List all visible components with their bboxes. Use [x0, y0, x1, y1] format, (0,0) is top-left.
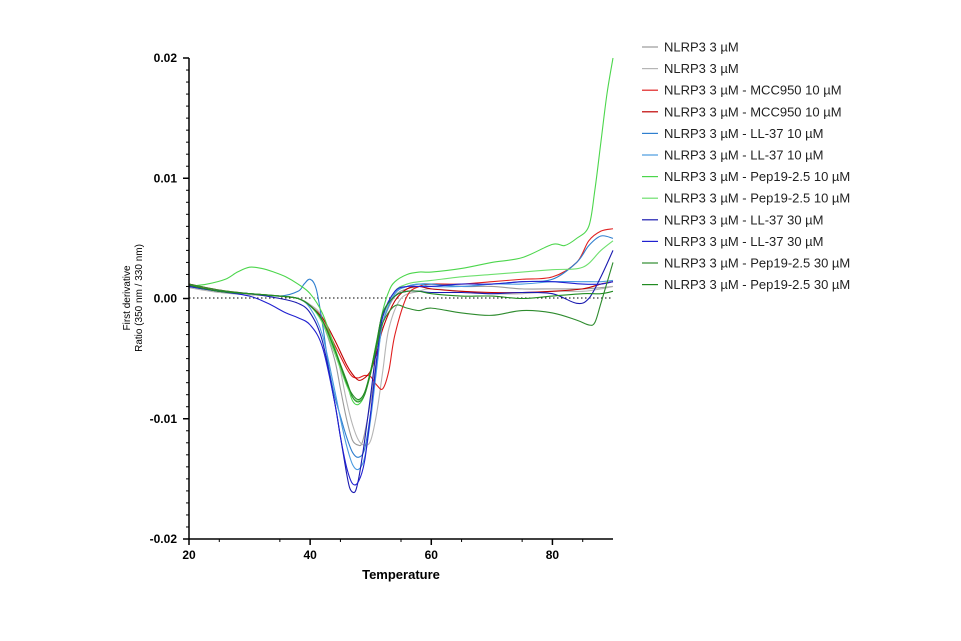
legend-item: NLRP3 3 µM - MCC950 10 µM: [642, 104, 842, 119]
series-line-11: [188, 262, 614, 403]
series-line-6: [188, 279, 614, 471]
series-line-3: [188, 228, 614, 390]
legend-label: NLRP3 3 µM - MCC950 10 µM: [664, 83, 842, 98]
y-axis-title-line1: First derivative: [122, 265, 133, 330]
legend-label: NLRP3 3 µM - LL-37 30 µM: [664, 212, 824, 227]
series-line-7: [188, 57, 614, 406]
legend-item: NLRP3 3 µM: [642, 40, 739, 55]
y-axis-title: First derivative Ratio (350 nm / 330 nm): [122, 244, 145, 352]
legend-label: NLRP3 3 µM - LL-37 30 µM: [664, 234, 824, 249]
series-line-5: [188, 235, 614, 458]
legend-item: NLRP3 3 µM - MCC950 10 µM: [642, 83, 842, 98]
series-line-2: [188, 285, 614, 446]
legend-label: NLRP3 3 µM - Pep19-2.5 10 µM: [664, 191, 850, 206]
series-line-10: [188, 280, 614, 486]
x-axis-title: Temperature: [362, 567, 440, 582]
x-tick-label: 20: [182, 548, 196, 562]
plot-area: 0.02 0.01 0.00 -0.01 -0.02 20 40 60 80: [150, 51, 614, 562]
legend-item: NLRP3 3 µM - LL-37 10 µM: [642, 126, 824, 141]
legend-item: NLRP3 3 µM: [642, 61, 739, 76]
legend-label: NLRP3 3 µM - MCC950 10 µM: [664, 104, 842, 119]
y-tick-label: 0.02: [154, 51, 178, 65]
x-tick-label: 60: [425, 548, 439, 562]
legend: NLRP3 3 µM NLRP3 3 µM NLRP3 3 µM - MCC950 …: [642, 40, 850, 292]
legend-label: NLRP3 3 µM - LL-37 10 µM: [664, 148, 824, 163]
y-tick-label: 0.01: [154, 171, 178, 185]
legend-label: NLRP3 3 µM - LL-37 10 µM: [664, 126, 824, 141]
legend-label: NLRP3 3 µM: [664, 40, 739, 55]
x-tick-label: 80: [546, 548, 560, 562]
series-layer: [188, 57, 614, 494]
legend-item: NLRP3 3 µM - LL-37 10 µM: [642, 148, 824, 163]
legend-label: NLRP3 3 µM - Pep19-2.5 10 µM: [664, 169, 850, 184]
legend-item: NLRP3 3 µM - Pep19-2.5 10 µM: [642, 191, 850, 206]
legend-label: NLRP3 3 µM - Pep19-2.5 30 µM: [664, 256, 850, 271]
ticks-layer: 0.02 0.01 0.00 -0.01 -0.02 20 40 60 80: [150, 51, 584, 562]
legend-item: NLRP3 3 µM - Pep19-2.5 30 µM: [642, 277, 850, 292]
legend-label: NLRP3 3 µM - Pep19-2.5 30 µM: [664, 277, 850, 292]
legend-item: NLRP3 3 µM - Pep19-2.5 10 µM: [642, 169, 850, 184]
series-line-8: [188, 240, 614, 402]
legend-label: NLRP3 3 µM: [664, 61, 739, 76]
y-tick-label: -0.01: [150, 412, 178, 426]
series-line-9: [188, 250, 614, 494]
legend-item: NLRP3 3 µM - Pep19-2.5 30 µM: [642, 256, 850, 271]
y-axis-title-line2: Ratio (350 nm / 330 nm): [134, 244, 145, 352]
y-tick-label: 0.00: [154, 292, 178, 306]
legend-item: NLRP3 3 µM - LL-37 30 µM: [642, 234, 824, 249]
y-tick-label: -0.02: [150, 532, 178, 546]
legend-item: NLRP3 3 µM - LL-37 30 µM: [642, 212, 824, 227]
series-line-1: [188, 283, 614, 447]
x-tick-label: 40: [303, 548, 317, 562]
series-line-12: [188, 284, 614, 401]
